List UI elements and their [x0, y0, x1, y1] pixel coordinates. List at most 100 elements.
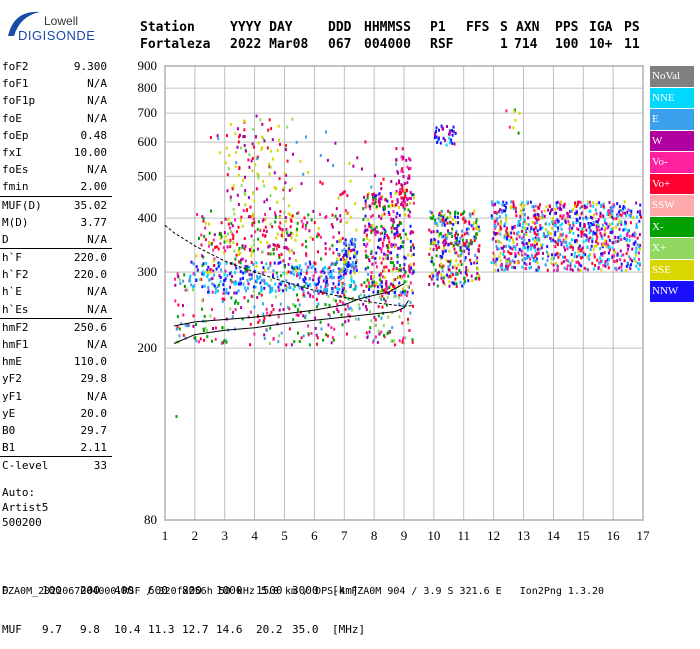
echo-point — [622, 205, 625, 208]
echo-point — [321, 269, 324, 273]
echo-point — [365, 284, 368, 288]
echo-point — [271, 157, 274, 161]
echo-point — [325, 277, 328, 281]
echo-point — [242, 135, 245, 139]
echo-point — [448, 249, 451, 253]
echo-point — [517, 233, 520, 237]
echo-point — [432, 213, 435, 217]
echo-point — [305, 252, 308, 256]
echo-point — [380, 285, 383, 289]
echo-point — [523, 261, 526, 265]
echo-point — [557, 229, 560, 233]
echo-point — [286, 229, 289, 233]
echo-point — [235, 253, 238, 257]
echo-point — [610, 228, 613, 232]
echo-point — [277, 261, 280, 265]
parameter-row: C-level 33 — [0, 457, 112, 474]
echo-point — [207, 244, 210, 248]
echo-point — [510, 200, 513, 204]
parameter-name: h`F2 — [2, 268, 29, 282]
echo-point — [639, 247, 641, 251]
echo-point — [515, 210, 517, 214]
echo-point — [309, 283, 311, 287]
echo-point — [546, 258, 549, 262]
echo-point — [505, 218, 508, 222]
echo-point — [629, 221, 632, 225]
echo-point — [317, 291, 320, 295]
echo-point — [454, 215, 456, 219]
echo-point — [180, 322, 183, 326]
echo-point — [354, 287, 357, 291]
echo-point — [499, 259, 502, 263]
echo-point — [542, 251, 544, 255]
echo-point — [232, 237, 235, 241]
echo-point — [460, 252, 463, 255]
echo-point — [577, 250, 580, 254]
echo-point — [397, 246, 400, 250]
echo-point — [218, 274, 221, 278]
echo-point — [397, 234, 400, 238]
echo-point — [477, 227, 480, 231]
echo-point — [634, 251, 637, 255]
echo-point — [263, 184, 266, 188]
echo-point — [269, 290, 272, 294]
echo-point — [341, 301, 344, 305]
echo-point — [223, 326, 226, 330]
echo-point — [394, 290, 396, 294]
echo-point — [537, 251, 540, 255]
echo-point — [529, 247, 532, 251]
echo-point — [406, 181, 409, 185]
echo-point — [493, 254, 496, 258]
echo-point — [337, 283, 340, 287]
echo-point — [226, 291, 228, 295]
echo-point — [368, 288, 371, 291]
logo-company: Lowell — [44, 14, 79, 28]
y-tick-label: 200 — [138, 340, 158, 355]
echo-point — [411, 193, 414, 197]
echo-point — [235, 161, 238, 165]
echo-point — [404, 194, 407, 198]
echo-point — [386, 246, 389, 250]
echo-point — [578, 263, 581, 267]
footer-cell: 200 — [80, 584, 100, 597]
parameter-name: foF2 — [2, 60, 29, 73]
echo-point — [334, 214, 337, 218]
echo-point — [626, 237, 629, 241]
echo-point — [282, 289, 284, 293]
echo-point — [552, 263, 555, 267]
echo-point — [319, 154, 322, 157]
echo-point — [297, 211, 300, 215]
echo-point — [588, 209, 591, 213]
echo-point — [551, 226, 553, 230]
echo-point — [408, 329, 411, 332]
echo-point — [296, 283, 299, 287]
echo-point — [327, 267, 330, 271]
echo-point — [505, 216, 508, 220]
echo-point — [506, 226, 508, 230]
parameter-name: fxI — [2, 145, 22, 159]
echo-point — [387, 330, 390, 334]
echo-point — [198, 236, 200, 240]
echo-point — [227, 167, 230, 170]
echo-point — [548, 222, 551, 226]
echo-point — [517, 223, 519, 227]
echo-point — [398, 302, 401, 306]
echo-point — [296, 293, 298, 297]
echo-point — [383, 212, 386, 216]
echo-point — [394, 294, 397, 298]
echo-point — [379, 290, 382, 293]
echo-point — [339, 274, 342, 278]
echo-point — [595, 232, 598, 236]
echo-point — [471, 212, 474, 216]
echo-point — [431, 241, 434, 245]
echo-point — [591, 261, 594, 265]
echo-point — [608, 239, 611, 242]
echo-point — [270, 127, 273, 131]
echo-point — [599, 214, 602, 218]
echo-point — [500, 262, 503, 266]
echo-point — [467, 279, 470, 283]
echo-point — [261, 122, 264, 126]
echo-point — [312, 209, 315, 213]
echo-point — [442, 215, 445, 219]
echo-point — [384, 207, 387, 211]
